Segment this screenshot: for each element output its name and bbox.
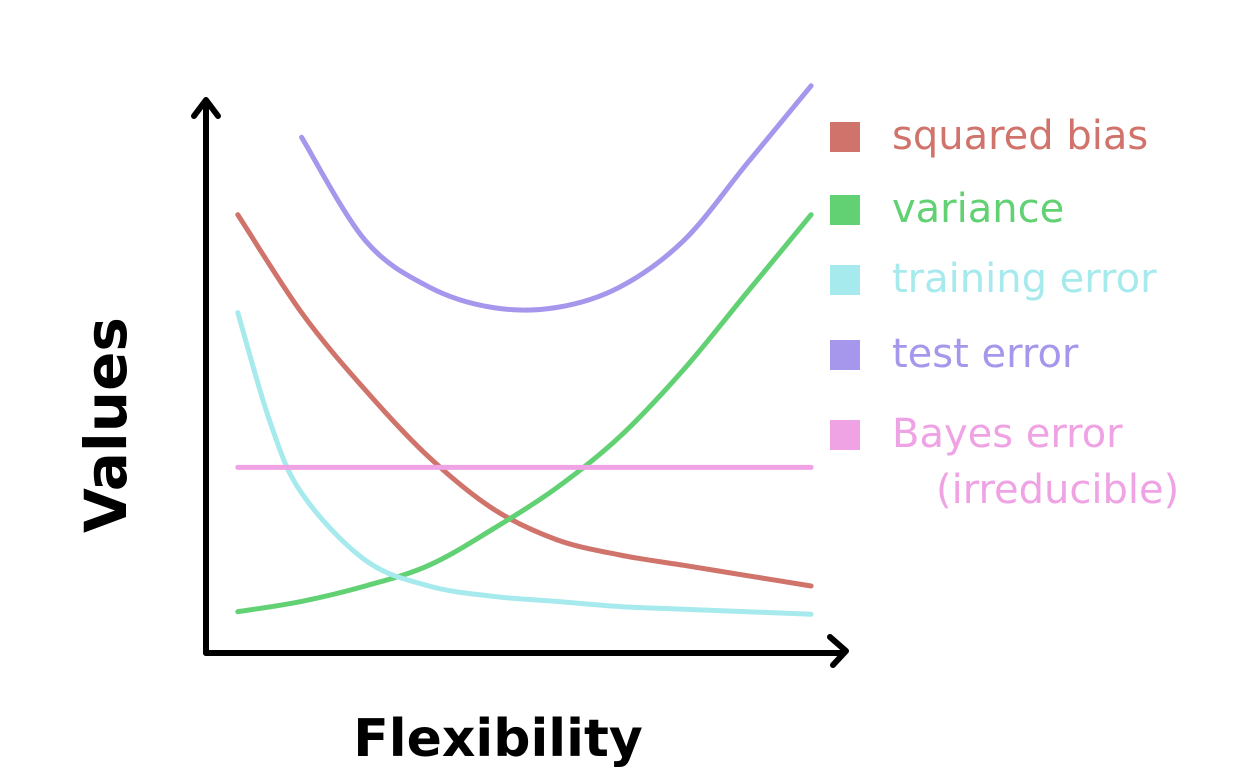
series-line-training-error <box>235 310 814 617</box>
series-line-test-error <box>299 83 814 313</box>
series-line-variance <box>235 212 814 615</box>
legend: squared bias variance training error test e… <box>830 113 1179 513</box>
legend-swatch-variance <box>830 195 860 225</box>
legend-swatch-squared-bias <box>830 122 860 152</box>
legend-label-variance: variance <box>892 186 1064 232</box>
legend-label-test-error: test error <box>892 331 1079 377</box>
legend-swatch-training-error <box>830 265 860 295</box>
legend-swatch-bayes-error-irreducible <box>830 420 860 450</box>
legend-swatch-test-error <box>830 340 860 370</box>
y-axis-label: Values <box>72 317 140 533</box>
x-axis <box>203 634 849 668</box>
legend-label-training-error: training error <box>892 256 1157 302</box>
legend-label-bayes-error-irreducible-line-2: (irreducible) <box>936 467 1179 513</box>
legend-label-bayes-error-irreducible-line-1: Bayes error <box>892 411 1123 457</box>
legend-label-squared-bias: squared bias <box>892 113 1148 159</box>
series-line-squared-bias <box>235 212 814 589</box>
curves-layer <box>235 83 814 617</box>
x-axis-label: Flexibility <box>353 709 642 769</box>
y-axis <box>191 97 221 656</box>
